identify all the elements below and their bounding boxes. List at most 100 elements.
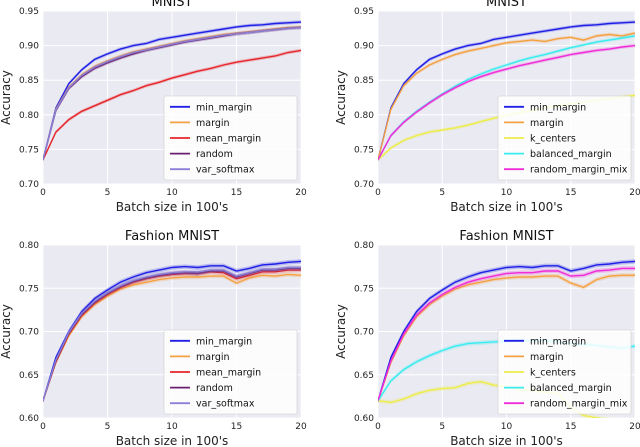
- chart-panel: 0 5 10 15 20 0.60 0.65 0.70 0.75 0.80 Batch size i…: [334, 229, 640, 447]
- legend-label: mean_margin: [196, 134, 261, 145]
- x-tick-label: 5: [105, 188, 111, 198]
- y-axis-label: Accuracy: [334, 70, 348, 125]
- series-band: [43, 20, 301, 162]
- series-line: [378, 267, 635, 401]
- legend-label: k_centers: [530, 134, 576, 145]
- y-tick-label: 0.70: [19, 328, 39, 338]
- x-axis-label: Batch size in 100's: [116, 200, 229, 214]
- y-tick-label: 0.85: [354, 76, 374, 86]
- legend-label: k_centers: [530, 368, 576, 379]
- x-tick-label: 20: [295, 188, 307, 198]
- x-axis-label: Batch size in 100's: [116, 434, 229, 447]
- legend-label: random: [196, 149, 233, 160]
- y-tick-label: 0.70: [19, 180, 39, 190]
- y-tick-label: 0.70: [354, 328, 374, 338]
- x-tick-label: 10: [501, 422, 513, 432]
- legend-label: margin: [196, 352, 230, 363]
- y-tick-label: 0.95: [354, 7, 374, 17]
- x-tick-label: 10: [501, 188, 513, 198]
- y-axis-label: Accuracy: [334, 304, 348, 359]
- series-line: [378, 32, 635, 160]
- y-tick-label: 0.85: [19, 76, 39, 86]
- legend-label: margin: [196, 118, 230, 129]
- legend-box: [497, 329, 632, 415]
- legend-label: margin: [530, 352, 564, 363]
- y-tick-label: 0.75: [354, 284, 374, 294]
- y-tick-label: 0.80: [354, 241, 374, 251]
- x-tick-label: 5: [439, 188, 445, 198]
- legend-box: [163, 329, 298, 415]
- legend-label: min_margin: [196, 102, 252, 113]
- y-tick-label: 0.60: [19, 414, 39, 424]
- x-tick-label: 15: [565, 422, 576, 432]
- series-line: [43, 26, 301, 160]
- series-line: [378, 260, 635, 401]
- y-tick-label: 0.95: [19, 7, 39, 17]
- x-tick-label: 10: [166, 188, 178, 198]
- x-tick-label: 10: [166, 422, 178, 432]
- chart-title: MNIST: [152, 0, 193, 10]
- series-line: [43, 273, 301, 401]
- x-axis-label: Batch size in 100's: [450, 434, 563, 447]
- y-axis-label: Accuracy: [0, 70, 13, 125]
- y-axis-label: Accuracy: [0, 304, 13, 359]
- x-tick-label: 0: [40, 188, 46, 198]
- legend-label: balanced_margin: [530, 149, 612, 160]
- x-tick-label: 0: [375, 422, 381, 432]
- x-tick-label: 20: [295, 422, 307, 432]
- legend-box: [497, 95, 632, 181]
- y-tick-label: 0.75: [19, 145, 39, 155]
- chart-title: Fashion MNIST: [459, 229, 553, 244]
- legend-label: min_margin: [530, 102, 586, 113]
- x-tick-label: 5: [439, 422, 445, 432]
- x-tick-label: 15: [231, 422, 242, 432]
- legend-label: min_margin: [530, 336, 586, 347]
- series-line: [378, 274, 635, 401]
- y-tick-label: 0.90: [19, 42, 39, 52]
- series-band: [43, 25, 301, 162]
- chart-panel: 0 5 10 15 20 0.70 0.75 0.80 0.85 0.90 0.95 Batch si…: [0, 0, 307, 214]
- legend-label: margin: [530, 118, 564, 129]
- y-tick-label: 0.80: [19, 241, 39, 251]
- y-tick-label: 0.60: [354, 414, 374, 424]
- y-tick-label: 0.75: [354, 145, 374, 155]
- series-band: [378, 20, 635, 162]
- legend-label: balanced_margin: [530, 383, 612, 394]
- chart-title: MNIST: [486, 0, 527, 10]
- y-tick-label: 0.90: [354, 42, 374, 52]
- y-tick-label: 0.70: [354, 180, 374, 190]
- legend-label: mean_margin: [196, 368, 261, 379]
- chart-panel: 0 5 10 15 20 0.70 0.75 0.80 0.85 0.90 0.95 Batch si…: [334, 0, 640, 214]
- series-line: [378, 44, 635, 161]
- series-group: [43, 20, 301, 162]
- series-line: [43, 266, 301, 401]
- y-tick-label: 0.80: [19, 111, 39, 121]
- x-tick-label: 20: [629, 422, 640, 432]
- legend-label: min_margin: [196, 336, 252, 347]
- legend-box: [163, 95, 298, 181]
- y-tick-label: 0.65: [354, 371, 374, 381]
- y-tick-label: 0.65: [19, 371, 39, 381]
- legend-label: random_margin_mix: [530, 165, 628, 176]
- x-axis-label: Batch size in 100's: [450, 200, 563, 214]
- legend-label: var_softmax: [196, 165, 255, 176]
- series-band: [43, 25, 301, 162]
- chart-panel: 0 5 10 15 20 0.60 0.65 0.70 0.75 0.80 Batch size i…: [0, 229, 307, 447]
- legend-label: random: [196, 383, 233, 394]
- x-tick-label: 0: [375, 188, 381, 198]
- series-line: [43, 21, 301, 160]
- x-tick-label: 0: [40, 422, 46, 432]
- series-line: [43, 49, 301, 161]
- series-line: [378, 21, 635, 160]
- series-group: [378, 259, 635, 418]
- y-tick-label: 0.80: [354, 111, 374, 121]
- x-tick-label: 15: [565, 188, 576, 198]
- chart-title: Fashion MNIST: [125, 229, 219, 244]
- x-tick-label: 5: [105, 422, 111, 432]
- legend-label: var_softmax: [196, 399, 255, 410]
